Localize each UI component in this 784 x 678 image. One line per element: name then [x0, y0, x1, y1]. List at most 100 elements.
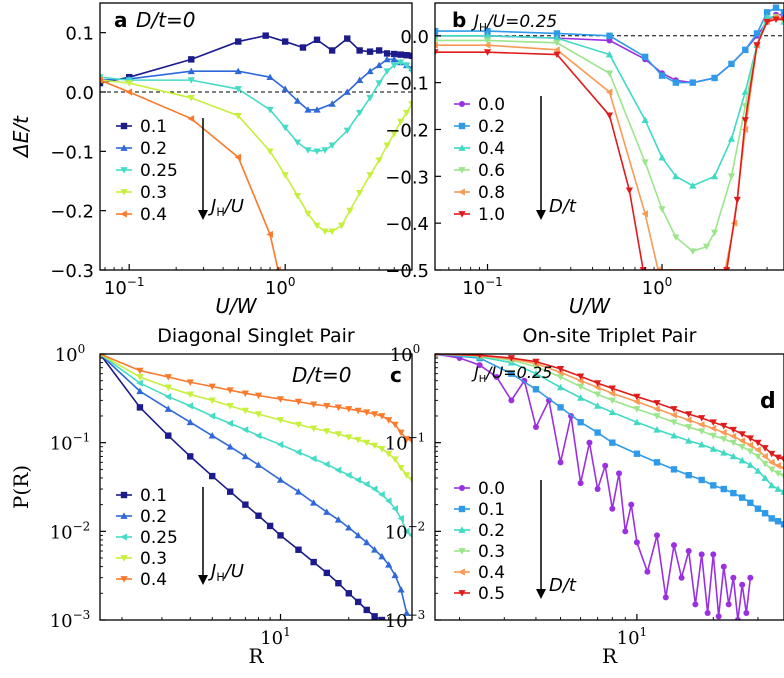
y-tick-label: 10−1 [50, 431, 91, 455]
data-point [633, 398, 640, 406]
data-point [435, 49, 439, 56]
data-point [136, 374, 144, 381]
data-point [136, 387, 144, 395]
legend-label: 0.1 [140, 117, 167, 137]
data-point [641, 116, 649, 123]
data-point [234, 153, 242, 161]
legend-label: 0.25 [140, 528, 178, 548]
data-point [720, 563, 727, 570]
data-point [720, 422, 728, 430]
data-point [310, 425, 318, 432]
data-point [266, 148, 274, 155]
data-point [408, 52, 412, 60]
legend-arrowhead [536, 589, 546, 599]
data-point [371, 411, 379, 418]
data-point [328, 100, 336, 107]
data-point [294, 448, 302, 456]
data-point [208, 383, 216, 391]
panel-annotation: JH/U=0.25 [471, 363, 552, 385]
data-point [343, 127, 351, 135]
data-point [768, 481, 776, 489]
legend-label: 0.4 [140, 570, 167, 590]
data-point [483, 41, 491, 49]
data-point [608, 385, 616, 392]
data-point [633, 539, 640, 546]
series-group [100, 354, 412, 620]
y-tick-label: −0.2 [385, 120, 429, 141]
data-point [763, 9, 771, 16]
data-point [594, 391, 602, 399]
data-point [670, 432, 678, 439]
legend-arrow-label: JH/U [208, 196, 244, 219]
legend-label: 0.3 [478, 542, 505, 562]
data-point [187, 115, 195, 123]
data-point [720, 436, 728, 443]
y-tick-label: 100 [390, 342, 421, 366]
data-point [276, 441, 284, 449]
data-point [310, 558, 317, 566]
data-point [304, 147, 312, 154]
data-point [281, 124, 289, 132]
data-point [366, 95, 374, 102]
data-point [343, 88, 351, 95]
data-point [653, 459, 661, 466]
data-point [391, 456, 399, 463]
data-point [402, 109, 411, 117]
x-tick-label: 100 [642, 275, 673, 299]
data-point [741, 117, 749, 124]
legend-marker [120, 512, 128, 519]
data-point [738, 443, 746, 451]
data-point [507, 355, 515, 362]
data-point [605, 70, 614, 77]
data-point [371, 442, 379, 450]
data-point [321, 228, 329, 236]
data-point [241, 452, 249, 460]
panel-letter: c [390, 363, 402, 387]
data-point [734, 617, 741, 620]
data-point [241, 426, 249, 434]
data-point [780, 9, 784, 16]
data-point [743, 609, 750, 616]
data-point [323, 402, 331, 410]
data-point [378, 616, 386, 620]
legend-label: 0.1 [140, 486, 167, 506]
data-point [344, 35, 351, 42]
data-point [709, 432, 717, 440]
data-point [363, 409, 371, 416]
y-tick-label: 10−3 [385, 608, 426, 632]
data-point [304, 106, 312, 113]
data-point [508, 370, 515, 377]
y-tick-label: 10−2 [50, 519, 91, 543]
data-point [577, 373, 585, 380]
data-point [493, 374, 500, 381]
data-point [720, 449, 728, 456]
data-point [658, 206, 666, 213]
data-point [383, 55, 391, 63]
data-point [761, 510, 769, 517]
data-point [254, 461, 263, 468]
data-point [164, 393, 172, 401]
data-point [742, 46, 749, 54]
data-point [383, 142, 391, 149]
data-point [403, 472, 411, 479]
data-point [608, 408, 616, 416]
data-point [774, 518, 782, 525]
data-point [772, 16, 780, 23]
data-point [375, 47, 383, 54]
data-point [254, 432, 262, 440]
data-point [780, 488, 784, 495]
data-point [710, 172, 719, 180]
data-point [186, 418, 194, 426]
data-point [698, 476, 705, 484]
data-point [698, 415, 706, 422]
data-point [403, 527, 410, 535]
data-point [594, 402, 602, 409]
data-point [728, 60, 735, 68]
data-point [653, 426, 661, 433]
data-point [753, 42, 761, 49]
x-axis-label: R [602, 644, 618, 668]
data-point [391, 50, 398, 58]
data-point [754, 453, 762, 461]
legend-marker [458, 144, 466, 151]
data-point [385, 417, 393, 424]
